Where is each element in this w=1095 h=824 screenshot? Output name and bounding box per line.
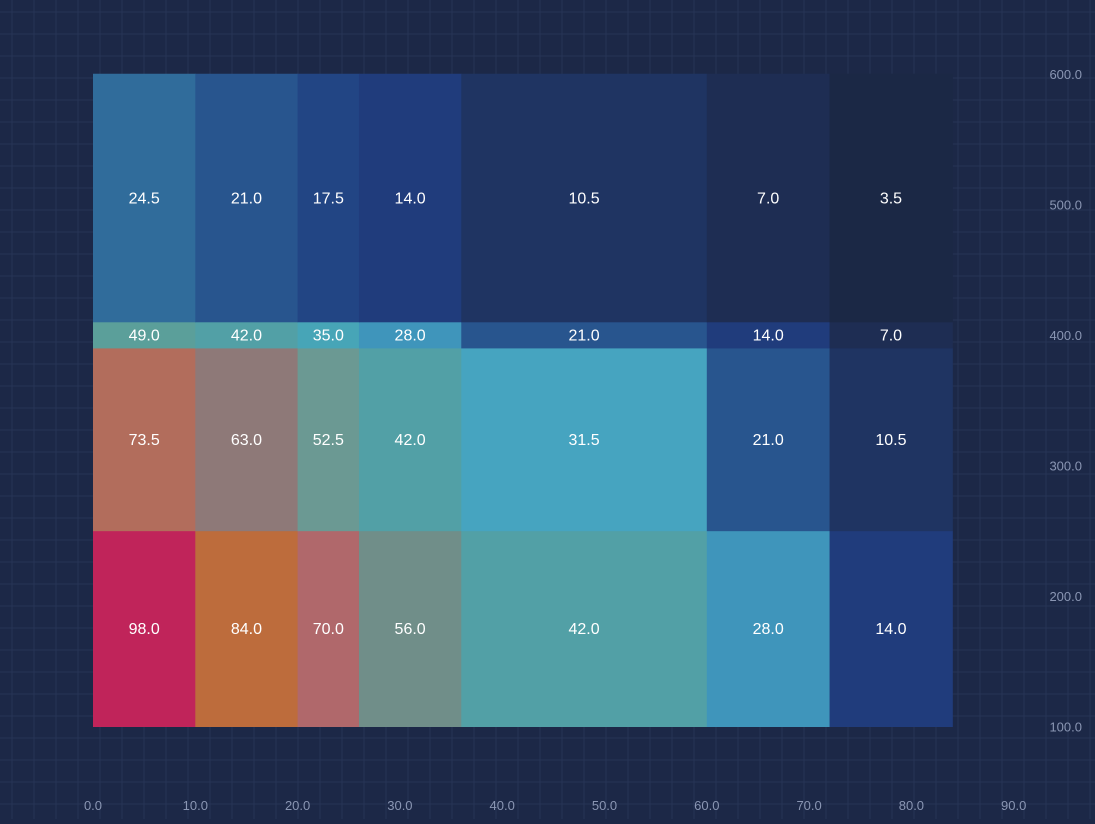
cell-value-label: 63.0 [231, 432, 262, 449]
heatmap-cell [829, 321, 953, 349]
cell-value-label: 10.5 [568, 190, 599, 207]
heatmap-cell [93, 73, 196, 323]
cell-value-label: 3.5 [880, 190, 902, 207]
heatmap-cell [829, 347, 953, 532]
y-tick-label: 400.0 [1049, 328, 1082, 343]
cell-value-label: 7.0 [757, 190, 779, 207]
cell-value-label: 21.0 [568, 327, 599, 344]
x-tick-label: 30.0 [387, 798, 412, 813]
heatmap-cell [706, 73, 831, 323]
heatmap-cell [297, 530, 360, 727]
heatmap-cell [195, 530, 299, 727]
x-tick-label: 90.0 [1001, 798, 1026, 813]
cell-value-label: 21.0 [753, 432, 784, 449]
cell-value-label: 17.5 [313, 190, 344, 207]
x-tick-label: 0.0 [84, 798, 102, 813]
heatmap-cell [358, 73, 462, 323]
x-tick-label: 10.0 [183, 798, 208, 813]
heatmap-cell [829, 530, 953, 727]
heatmap-cell [358, 347, 462, 532]
heatmap-cell [93, 530, 196, 727]
cell-labels: 98.0 84.0 70.0 56.0 42.0 28.0 14.0 73.5 63.0 52.5… [129, 190, 907, 638]
y-tick-label: 200.0 [1049, 589, 1082, 604]
cell-value-label: 7.0 [880, 327, 902, 344]
heatmap-cell [93, 321, 196, 349]
y-tick-label: 500.0 [1049, 197, 1082, 212]
x-tick-label: 80.0 [899, 798, 924, 813]
cell-value-label: 35.0 [313, 327, 344, 344]
cell-value-label: 28.0 [753, 621, 784, 638]
heatmap-cell [195, 321, 299, 349]
heatmap-cell [461, 321, 708, 349]
cell-value-label: 14.0 [395, 190, 426, 207]
x-tick-label: 20.0 [285, 798, 310, 813]
cell-value-label: 21.0 [231, 190, 262, 207]
heatmap-cell [706, 530, 831, 727]
heatmap-cell [358, 321, 462, 349]
heatmap-cell [195, 73, 299, 323]
cell-value-label: 42.0 [395, 432, 426, 449]
x-axis-ticks: 0.0 10.0 20.0 30.0 40.0 50.0 60.0 70.0 80.0 90.0 [84, 798, 1026, 813]
cell-value-label: 42.0 [568, 621, 599, 638]
y-tick-label: 100.0 [1049, 720, 1082, 735]
cell-value-label: 70.0 [313, 621, 344, 638]
heatmap-cell [195, 347, 299, 532]
cell-value-label: 10.5 [875, 432, 906, 449]
cell-value-label: 14.0 [753, 327, 784, 344]
cell-value-label: 42.0 [231, 327, 262, 344]
heatmap-cell [706, 347, 831, 532]
heatmap-cell [358, 530, 462, 727]
heatmap-cell [829, 73, 953, 323]
heatmap-cell [461, 530, 708, 727]
cell-value-label: 56.0 [395, 621, 426, 638]
cell-value-label: 14.0 [875, 621, 906, 638]
heatmap-cell [297, 321, 360, 349]
cell-value-label: 28.0 [395, 327, 426, 344]
y-tick-label: 600.0 [1049, 67, 1082, 82]
cell-value-label: 52.5 [313, 432, 344, 449]
cell-value-label: 31.5 [568, 432, 599, 449]
x-tick-label: 70.0 [796, 798, 821, 813]
y-axis-ticks: 100.0 200.0 300.0 400.0 500.0 600.0 [1049, 67, 1082, 735]
cell-value-label: 84.0 [231, 621, 262, 638]
x-tick-label: 60.0 [694, 798, 719, 813]
heatmap-cell [461, 347, 708, 532]
heatmap-cell [93, 347, 196, 532]
y-tick-label: 300.0 [1049, 458, 1082, 473]
heatmap-cell [297, 347, 360, 532]
cell-value-label: 98.0 [129, 621, 160, 638]
heatmap-cell [706, 321, 831, 349]
x-tick-label: 50.0 [592, 798, 617, 813]
heatmap-cell [461, 73, 708, 323]
cell-value-label: 49.0 [129, 327, 160, 344]
cell-value-label: 73.5 [129, 432, 160, 449]
heatmap-cell [297, 73, 360, 323]
cell-value-label: 24.5 [129, 190, 160, 207]
heatmap-cells [93, 73, 953, 727]
x-tick-label: 40.0 [490, 798, 515, 813]
